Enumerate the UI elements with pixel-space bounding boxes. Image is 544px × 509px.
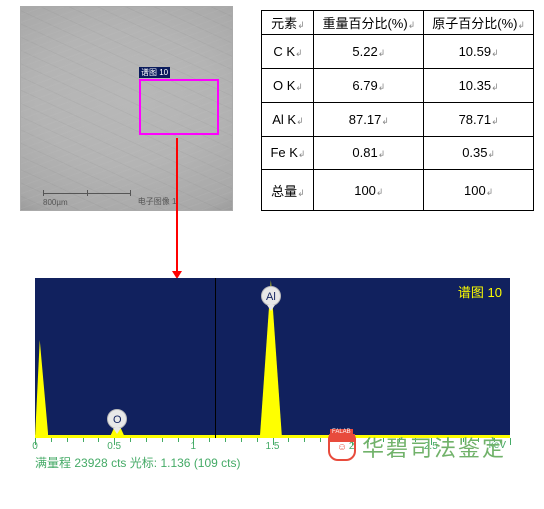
sem-micrograph: 谱图 10 800µm 电子图像 1 — [20, 6, 233, 211]
scale-bar: 800µm — [43, 190, 131, 207]
table-row: C K↲5.22↲10.59↲ — [262, 35, 534, 69]
tick-label: 1 — [191, 441, 197, 452]
table-row: Al K↲87.17↲78.71↲ — [262, 102, 534, 136]
cursor-line — [215, 278, 216, 438]
watermark-text: 华碧司法鉴定 — [362, 431, 506, 463]
watermark-badge-icon: FALAB ☺ — [328, 433, 356, 461]
composition-table: 元素↲ 重量百分比(%)↲ 原子百分比(%)↲ C K↲5.22↲10.59↲O… — [261, 10, 534, 211]
roi-box — [139, 79, 219, 135]
col-atomic: 原子百分比(%)↲ — [424, 11, 534, 35]
arrow-down-icon — [176, 138, 178, 272]
peak-label-Al: Al — [261, 286, 281, 306]
tick-label: 0.5 — [107, 441, 121, 452]
col-element: 元素↲ — [262, 11, 314, 35]
spectrum-plot: 谱图 10 O Al — [35, 278, 510, 438]
table-row: O K↲6.79↲10.35↲ — [262, 68, 534, 102]
eds-spectrum: 谱图 10 OAl keV 00.511.522.5 满量程 23928 cts… — [35, 278, 510, 473]
scale-label: 800µm — [43, 198, 68, 207]
peak-label-O: O — [107, 409, 127, 429]
spectrum-title: 谱图 10 — [458, 282, 502, 301]
col-weight: 重量百分比(%)↲ — [314, 11, 424, 35]
tick-label: 1.5 — [266, 441, 280, 452]
roi-label: 谱图 10 — [139, 67, 170, 78]
peak-C — [35, 340, 48, 438]
sem-footer-label: 电子图像 1 — [138, 196, 177, 207]
tick-label: 0 — [32, 441, 38, 452]
watermark: FALAB ☺ 华碧司法鉴定 — [328, 431, 506, 463]
table-row-total: 总量↲100↲100↲ — [262, 170, 534, 211]
table-row: Fe K↲0.81↲0.35↲ — [262, 136, 534, 170]
spectrum-footer: 满量程 23928 cts 光标: 1.136 (109 cts) FALAB … — [35, 452, 510, 473]
